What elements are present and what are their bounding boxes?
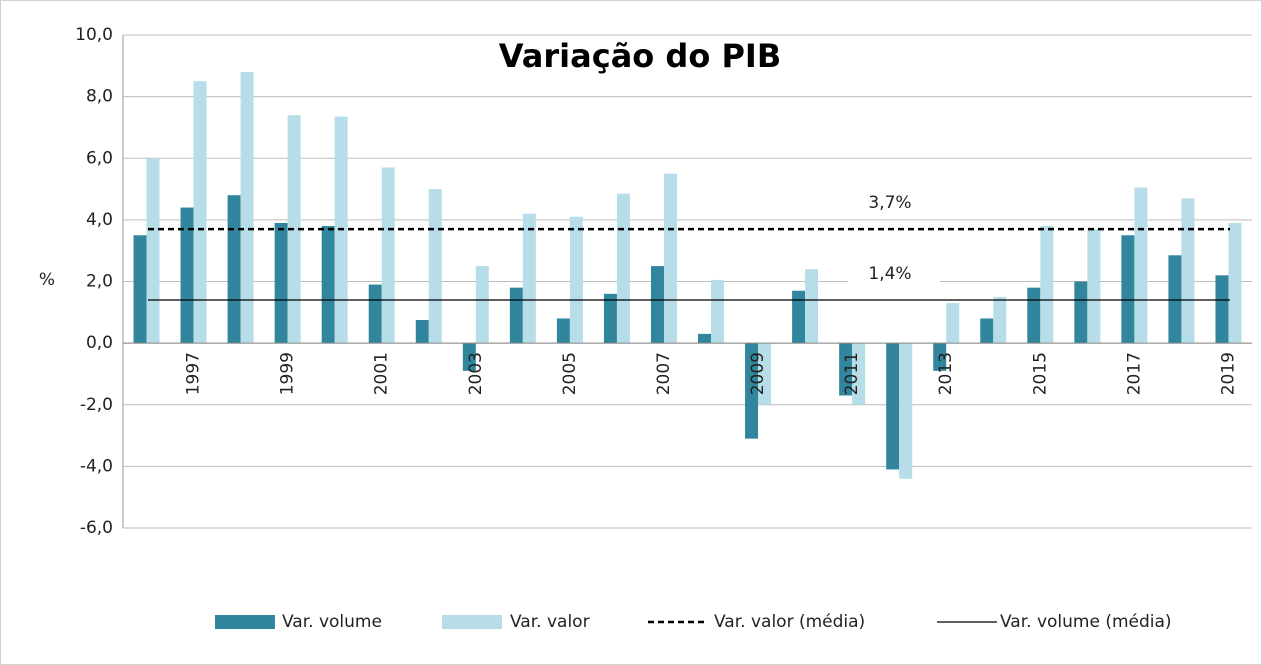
y-tick-label: 6,0: [86, 148, 113, 168]
bar: [1181, 198, 1195, 344]
x-tick-label: 2019: [1218, 352, 1238, 395]
bar: [368, 284, 382, 344]
x-tick-label: 2015: [1030, 352, 1050, 395]
y-tick-label: 0,0: [86, 333, 113, 353]
bar: [1215, 275, 1229, 344]
bar: [1074, 281, 1088, 344]
bar: [569, 216, 583, 344]
bar: [993, 296, 1007, 344]
bar: [287, 115, 301, 344]
bar: [556, 318, 570, 344]
y-tick-label: 10,0: [75, 25, 113, 45]
y-tick-label: -6,0: [80, 518, 113, 538]
mean-label: 3,7%: [868, 193, 911, 213]
bar: [805, 269, 819, 344]
bar: [603, 293, 617, 344]
bar: [650, 266, 664, 344]
y-tick-label: 8,0: [86, 87, 113, 107]
x-tick-label: 2001: [372, 352, 392, 395]
y-tick-label: -4,0: [80, 456, 113, 476]
bar: [663, 173, 677, 344]
bar: [1121, 235, 1135, 344]
bar: [1228, 222, 1242, 344]
bar: [522, 213, 536, 344]
bar: [886, 343, 900, 470]
bar: [946, 303, 960, 344]
bar: [698, 333, 712, 344]
bar: [509, 287, 523, 344]
x-tick-label: 2011: [842, 352, 862, 395]
legend-label: Var. volume: [282, 612, 382, 632]
bar: [146, 158, 160, 344]
bar: [980, 318, 994, 344]
bar: [462, 343, 476, 371]
bar: [852, 343, 866, 405]
bar: [1087, 229, 1101, 344]
y-tick-label: 4,0: [86, 210, 113, 230]
bar: [1027, 287, 1041, 344]
label-background: [848, 190, 940, 217]
bar: [274, 222, 288, 344]
legend-label: Var. valor (média): [714, 612, 865, 632]
bar: [745, 343, 759, 439]
bar: [1134, 187, 1148, 344]
label-background: [848, 260, 940, 287]
bar: [415, 320, 429, 344]
x-tick-label: 2013: [936, 352, 956, 395]
legend-swatch: [442, 615, 502, 629]
y-tick-label: 2,0: [86, 272, 113, 292]
y-tick-label: -2,0: [80, 395, 113, 415]
bar: [227, 195, 241, 344]
bar: [193, 81, 207, 344]
mean-label: 1,4%: [868, 264, 911, 284]
bar: [711, 279, 725, 344]
x-tick-label: 2007: [654, 352, 674, 395]
x-tick-label: 2009: [748, 352, 768, 395]
x-tick-label: 2017: [1124, 352, 1144, 395]
x-tick-label: 1997: [184, 352, 204, 395]
bar: [933, 343, 947, 371]
x-tick-label: 2003: [466, 352, 486, 395]
bar: [381, 167, 395, 344]
bar: [839, 343, 853, 396]
x-tick-label: 1999: [278, 352, 298, 395]
x-tick-label: 2005: [560, 352, 580, 395]
bar: [428, 189, 442, 344]
bar: [475, 266, 489, 344]
legend-swatch: [215, 615, 275, 629]
bar: [899, 343, 913, 479]
legend-label: Var. volume (média): [1000, 612, 1172, 632]
bar: [758, 343, 772, 405]
bar: [1040, 226, 1054, 344]
bar: [792, 290, 806, 344]
chart-title: Variação do PIB: [499, 37, 781, 75]
bar: [616, 193, 630, 344]
bar: [180, 207, 194, 344]
bar: [321, 226, 335, 344]
legend-label: Var. valor: [510, 612, 590, 632]
bar: [240, 71, 254, 344]
bar: [133, 235, 147, 344]
y-axis-label: %: [39, 270, 55, 290]
bar: [1168, 255, 1182, 344]
